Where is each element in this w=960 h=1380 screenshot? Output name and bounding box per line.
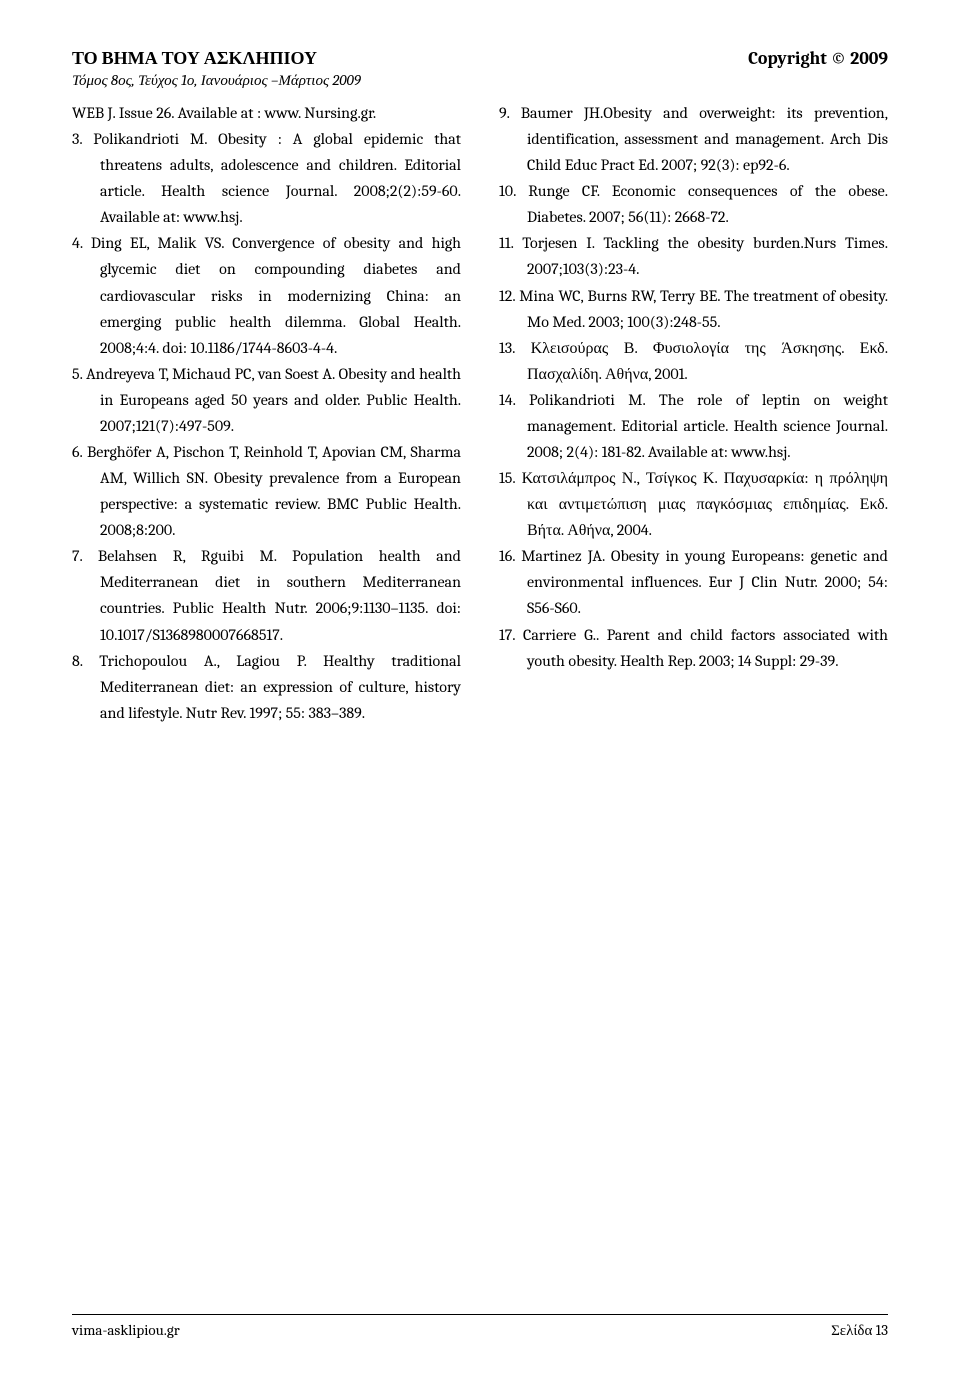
reference-item: 15. Κατσιλάμπρος Ν., Τσίγκος Κ. Παχυσαρκ… bbox=[499, 465, 888, 543]
page-footer: vima-asklipiou.gr Σελίδα 13 bbox=[72, 1314, 888, 1340]
reference-item: 6. Berghöfer A, Pischon T, Reinhold T, A… bbox=[72, 439, 461, 543]
issue-line: Τόμος 8ος, Τεύχος 1ο, Ιανουάριος –Μάρτιο… bbox=[72, 71, 888, 90]
reference-item: 7. Belahsen R, Rguibi M. Population heal… bbox=[72, 543, 461, 647]
right-column: 9. Baumer JH.Obesity and overweight: its… bbox=[499, 100, 888, 726]
reference-item: 14. Polikandrioti M. The role of leptin … bbox=[499, 387, 888, 465]
reference-item: 13. Κλεισούρας Β. Φυσιολογία της Άσκησης… bbox=[499, 335, 888, 387]
reference-item: 5. Andreyeva T, Michaud PC, van Soest A.… bbox=[72, 361, 461, 439]
reference-item: 4. Ding EL, Malik VS. Convergence of obe… bbox=[72, 230, 461, 360]
footer-page: Σελίδα 13 bbox=[831, 1321, 888, 1340]
journal-title: ΤΟ ΒΗΜΑ ΤΟΥ ΑΣΚΛΗΠΙΟΥ bbox=[72, 48, 317, 69]
reference-item: 8. Trichopoulou A., Lagiou P. Healthy tr… bbox=[72, 648, 461, 726]
reference-item: 11. Torjesen I. Tackling the obesity bur… bbox=[499, 230, 888, 282]
reference-item: 9. Baumer JH.Obesity and overweight: its… bbox=[499, 100, 888, 178]
page-header: ΤΟ ΒΗΜΑ ΤΟΥ ΑΣΚΛΗΠΙΟΥ Copyright © 2009 bbox=[72, 48, 888, 69]
reference-item: 17. Carriere G.. Parent and child factor… bbox=[499, 622, 888, 674]
reference-item: WEB J. Issue 26. Available at : www. Nur… bbox=[72, 100, 461, 126]
left-column: WEB J. Issue 26. Available at : www. Nur… bbox=[72, 100, 461, 726]
reference-item: 16. Martinez JA. Obesity in young Europe… bbox=[499, 543, 888, 621]
footer-divider bbox=[72, 1314, 888, 1315]
reference-item: 3. Polikandrioti M. Obesity : A global e… bbox=[72, 126, 461, 230]
content-columns: WEB J. Issue 26. Available at : www. Nur… bbox=[72, 100, 888, 726]
footer-site: vima-asklipiou.gr bbox=[72, 1321, 180, 1340]
reference-item: 12. Mina WC, Burns RW, Terry BE. The tre… bbox=[499, 283, 888, 335]
copyright-text: Copyright © 2009 bbox=[748, 48, 888, 69]
reference-item: 10. Runge CF. Economic consequences of t… bbox=[499, 178, 888, 230]
